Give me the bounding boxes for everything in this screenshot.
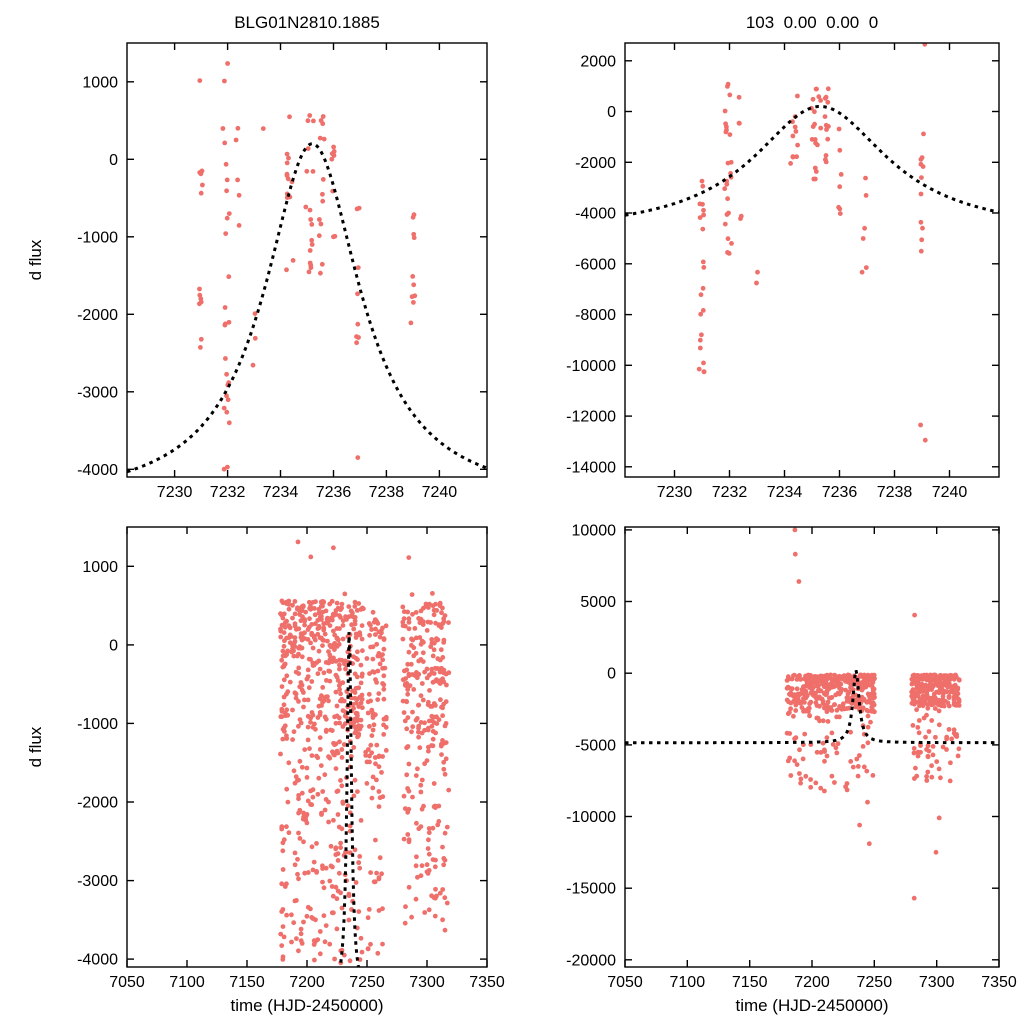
scatter-points xyxy=(278,539,452,966)
y-tick-label: 0 xyxy=(109,637,118,654)
x-tick-label: 7236 xyxy=(822,484,858,501)
axes-frame xyxy=(624,42,1000,478)
x-tick-label: 7050 xyxy=(607,974,643,991)
y-tick-label: -14000 xyxy=(566,459,616,476)
x-tick-label: 7150 xyxy=(732,974,768,991)
x-tick-label: 7238 xyxy=(877,484,913,501)
panel-top-right: 7230 7232 7234 7236 7238 7240 2000 0 -2000 -4000 -… xyxy=(566,42,1000,501)
x-tick-label: 7100 xyxy=(169,974,205,991)
panel-top-left: 7230 7232 7234 7236 7238 7240 1000 0 -1000 -2000 -… xyxy=(77,42,488,501)
x-axis-label-bottom-right: time (HJD-2450000) xyxy=(735,996,889,1015)
y-tick-label: 2000 xyxy=(580,53,616,70)
panel-bottom-left: 7050 7100 7150 7200 7250 7300 7350 1000 0 -1000 -2… xyxy=(77,526,505,991)
y-tick-label: -10000 xyxy=(566,358,616,375)
y-tick-label: -4000 xyxy=(575,206,616,223)
x-tick-label: 7236 xyxy=(316,484,352,501)
y-tick-label: 0 xyxy=(109,152,118,169)
x-axis-label-bottom-left: time (HJD-2450000) xyxy=(230,996,384,1015)
model-curve xyxy=(625,105,999,217)
y-tick-label: -12000 xyxy=(566,409,616,426)
x-tick-label: 7150 xyxy=(229,974,265,991)
x-tick-label: 7232 xyxy=(712,484,748,501)
scatter-points xyxy=(784,527,962,901)
y-tick-label: -1000 xyxy=(77,229,118,246)
y-tick-label: -15000 xyxy=(566,881,616,898)
x-tick-label: 7250 xyxy=(349,974,385,991)
y-tick-label: -8000 xyxy=(575,307,616,324)
model-curve xyxy=(127,142,487,474)
x-tick-label: 7234 xyxy=(767,484,803,501)
y-tick-label: 0 xyxy=(607,104,616,121)
x-tick-label: 7350 xyxy=(981,974,1017,991)
axes-frame xyxy=(126,42,488,478)
y-tick-label: -2000 xyxy=(77,795,118,812)
scatter-points xyxy=(696,43,928,443)
panel-bottom-right: 7050 7100 7150 7200 7250 7300 7350 10000 5000 0 -5… xyxy=(566,522,1017,991)
x-tick-label: 7300 xyxy=(919,974,955,991)
x-tick-label: 7230 xyxy=(157,484,193,501)
x-tick-label: 7050 xyxy=(109,974,145,991)
y-tick-label: 1000 xyxy=(82,559,118,576)
y-tick-label: -5000 xyxy=(575,737,616,754)
y-tick-label: -2000 xyxy=(575,155,616,172)
y-tick-label: 0 xyxy=(607,666,616,683)
x-tick-label: 7300 xyxy=(409,974,445,991)
y-tick-label: -20000 xyxy=(566,952,616,969)
x-tick-label: 7100 xyxy=(670,974,706,991)
x-tick-label: 7232 xyxy=(210,484,246,501)
model-curve xyxy=(625,669,999,745)
y-tick-label: -6000 xyxy=(575,256,616,273)
x-tick-label: 7240 xyxy=(422,484,458,501)
y-tick-label: -3000 xyxy=(77,384,118,401)
y-tick-label: -4000 xyxy=(77,952,118,969)
panel-title-top-right: 103 0.00 0.00 0 xyxy=(745,13,879,32)
x-tick-label: 7234 xyxy=(263,484,299,501)
y-tick-label: 10000 xyxy=(572,522,617,539)
x-tick-label: 7238 xyxy=(369,484,405,501)
x-tick-label: 7230 xyxy=(657,484,693,501)
y-tick-label: -4000 xyxy=(77,462,118,479)
x-tick-label: 7200 xyxy=(289,974,325,991)
y-tick-label: -2000 xyxy=(77,307,118,324)
scatter-points xyxy=(197,61,418,472)
y-tick-label: 1000 xyxy=(82,74,118,91)
y-tick-label: -10000 xyxy=(566,809,616,826)
y-tick-label: 5000 xyxy=(580,594,616,611)
panel-title-top-left: BLG01N2810.1885 xyxy=(234,13,380,32)
y-tick-label: -1000 xyxy=(77,716,118,733)
x-tick-label: 7240 xyxy=(932,484,968,501)
x-tick-label: 7350 xyxy=(469,974,505,991)
x-tick-label: 7200 xyxy=(794,974,830,991)
x-tick-label: 7250 xyxy=(857,974,893,991)
y-tick-label: -3000 xyxy=(77,873,118,890)
